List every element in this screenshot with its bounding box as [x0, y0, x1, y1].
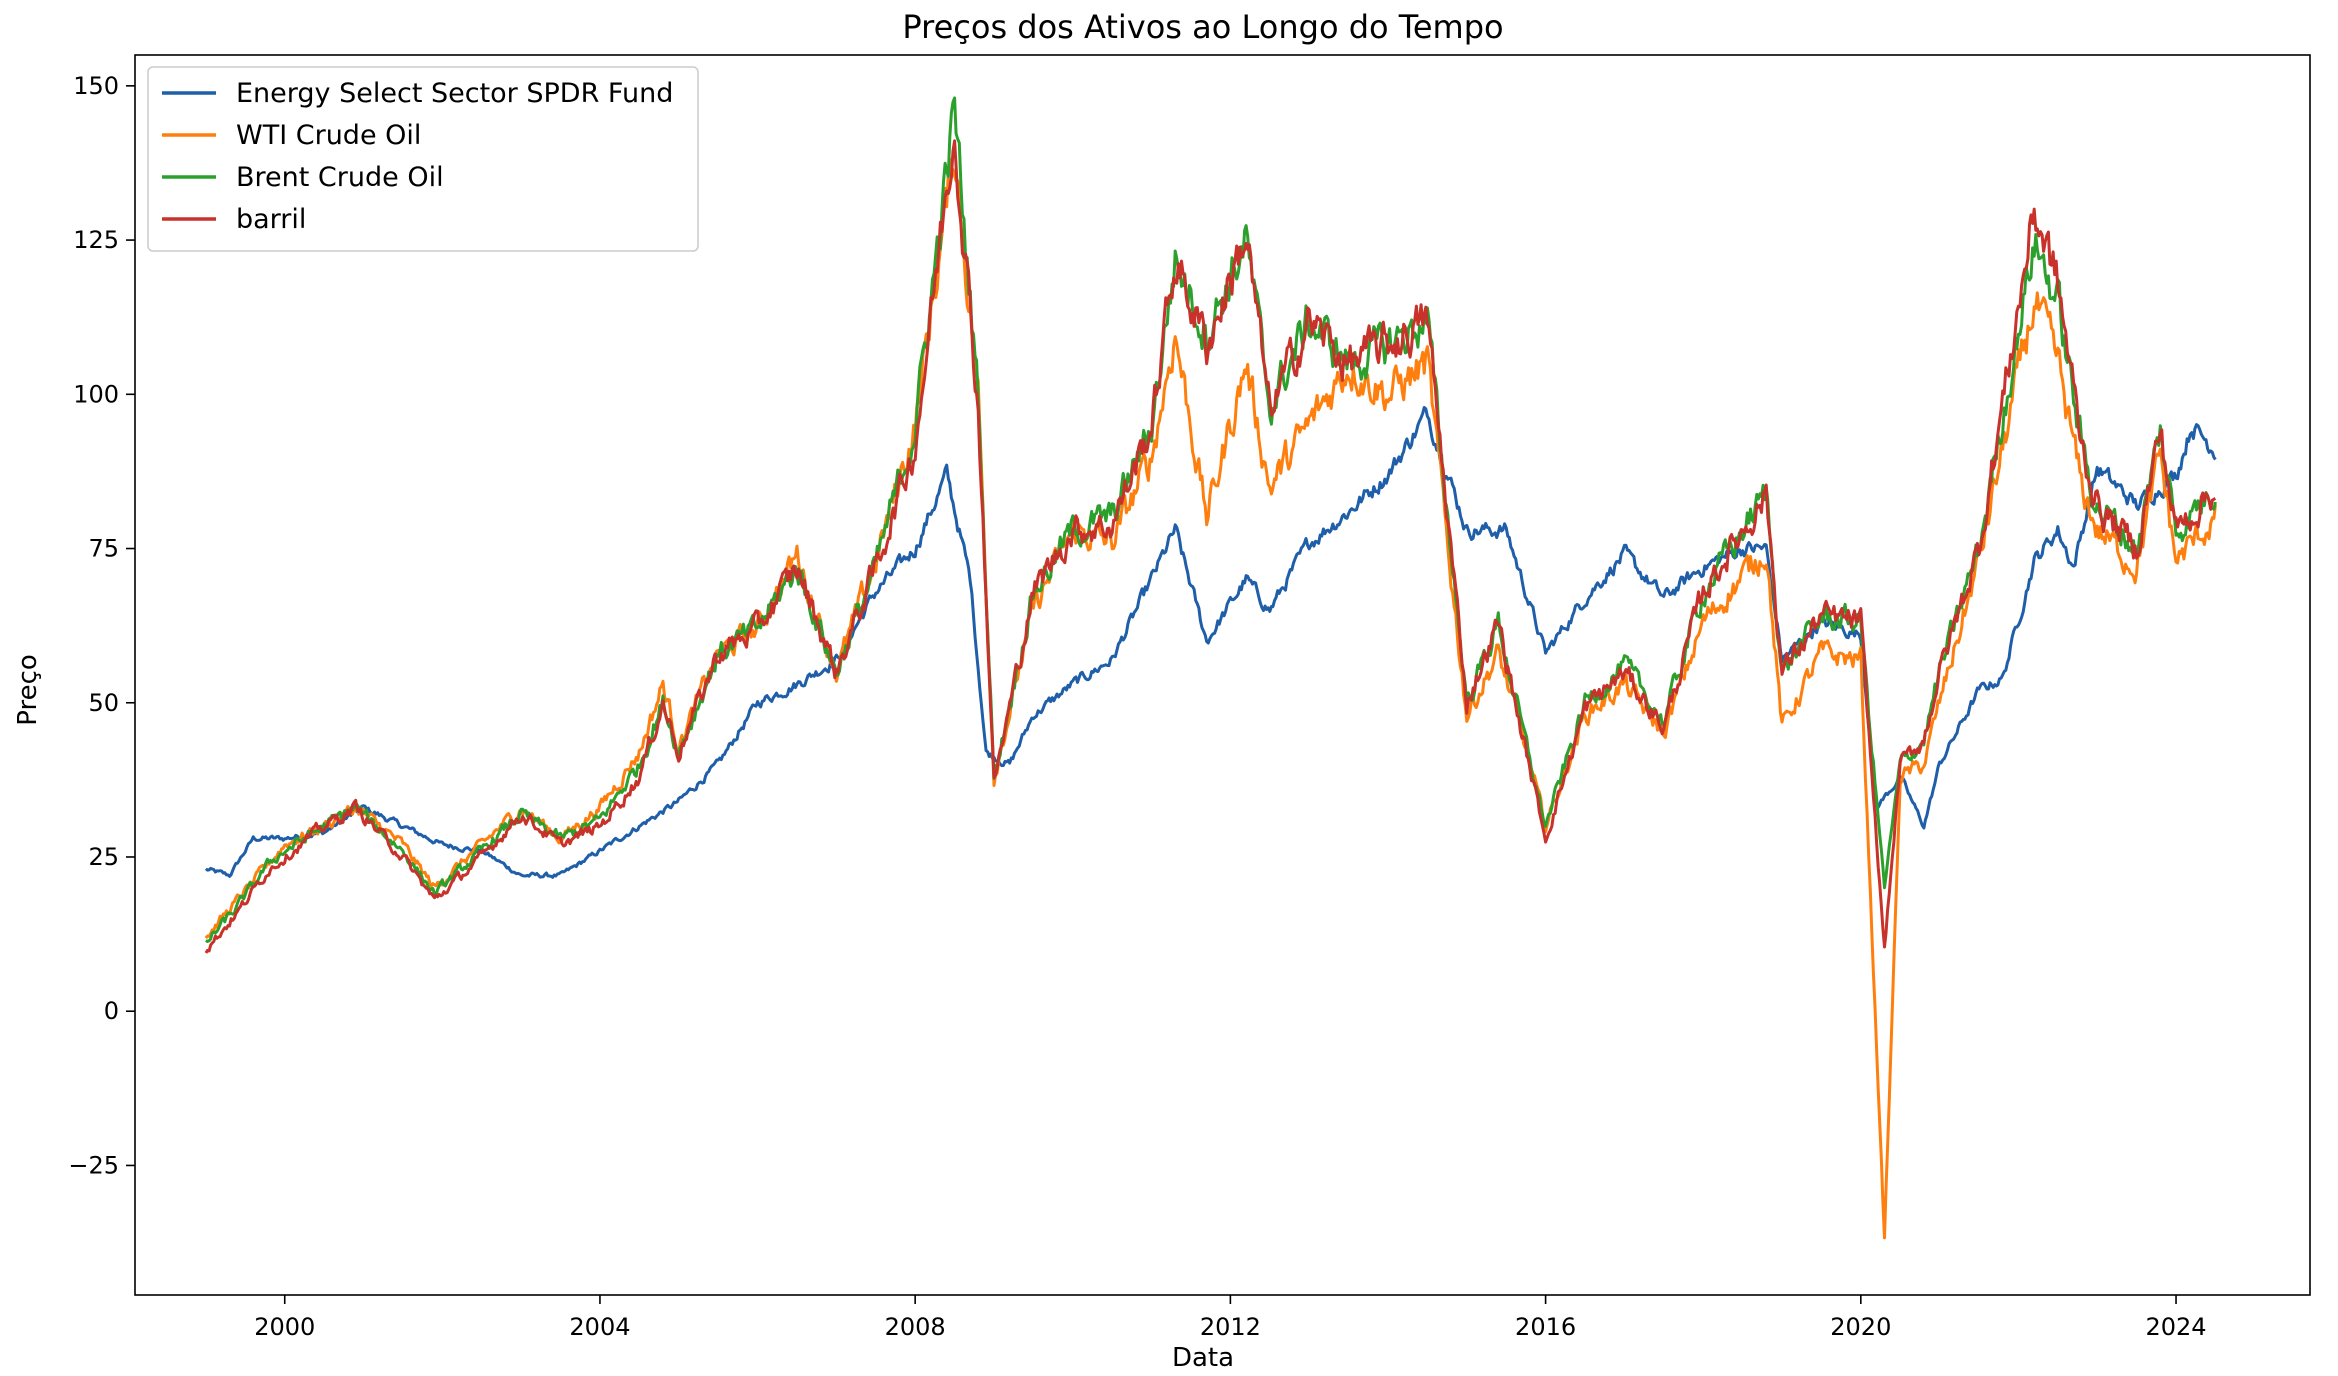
- x-tick-label: 2012: [1200, 1313, 1261, 1341]
- legend-entry: WTI Crude Oil: [236, 120, 421, 151]
- plot-frame: [134, 54, 2311, 1296]
- y-tick-label: 25: [88, 843, 119, 871]
- axes: 2000 2004 2008 2012 2016 2020 2024 −25 0 25 50 75 10…: [68, 54, 2311, 1341]
- y-tick-label: 75: [88, 535, 119, 563]
- y-tick-label: 150: [73, 72, 119, 100]
- y-tick-label: 50: [88, 689, 119, 717]
- y-tick-label: 0: [104, 997, 119, 1025]
- x-tick-label: 2024: [2145, 1313, 2206, 1341]
- x-tick-label: 2020: [1830, 1313, 1891, 1341]
- series-line-3: [204, 139, 2217, 954]
- legend-box: [147, 66, 699, 252]
- series-line-1: [204, 157, 2217, 1240]
- y-axis-label: Preço: [13, 654, 43, 726]
- y-tick-label: −25: [68, 1151, 119, 1179]
- y-tick-label: 125: [73, 226, 119, 254]
- x-tick-label: 2008: [885, 1313, 946, 1341]
- legend: Energy Select Sector SPDR Fund WTI Crude …: [147, 66, 699, 252]
- legend-entry: barril: [236, 204, 306, 235]
- chart-title: Preços dos Ativos ao Longo do Tempo: [902, 8, 1503, 46]
- series-line-0: [204, 406, 2217, 879]
- legend-entry: Brent Crude Oil: [236, 162, 444, 193]
- plot-area: [204, 96, 2217, 1240]
- legend-entry: Energy Select Sector SPDR Fund: [236, 78, 673, 109]
- y-tick-label: 100: [73, 380, 119, 408]
- x-axis-label: Data: [1172, 1343, 1234, 1373]
- x-tick-label: 2000: [254, 1313, 315, 1341]
- x-tick-label: 2004: [569, 1313, 630, 1341]
- x-tick-label: 2016: [1515, 1313, 1576, 1341]
